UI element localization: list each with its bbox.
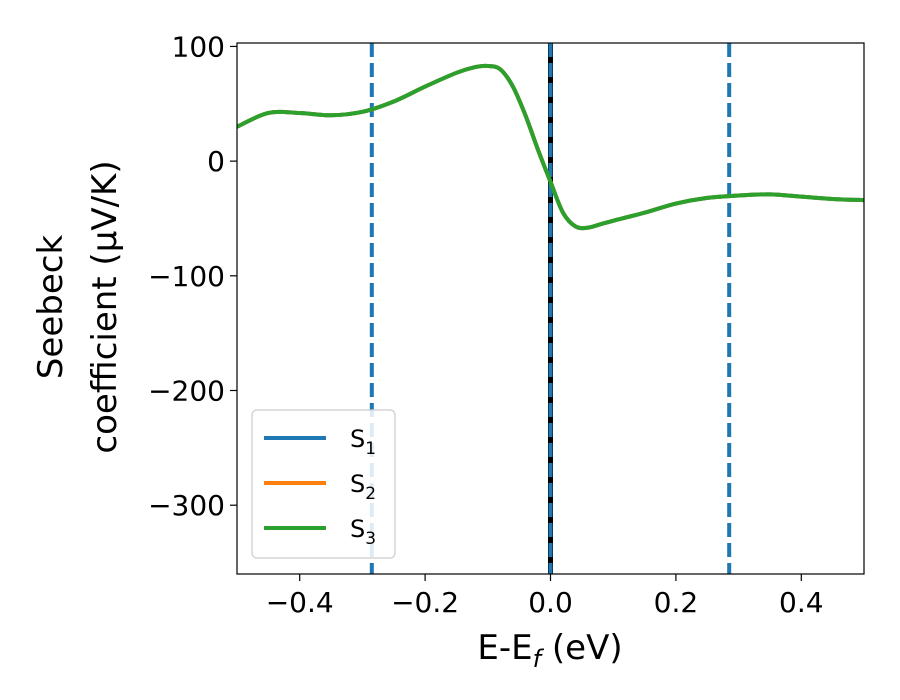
legend-label-1: S1 xyxy=(350,425,376,459)
x-tick-label: 0.0 xyxy=(528,586,573,619)
x-ticks: −0.4 −0.2 0.0 0.2 0.4 xyxy=(266,574,824,619)
y-axis-label-line1: Seebeck xyxy=(31,235,71,380)
series-lines xyxy=(237,63,864,231)
y-tick-label: 0 xyxy=(207,145,225,178)
vertical-reference-lines xyxy=(369,43,732,574)
y-tick-label: −100 xyxy=(148,260,225,293)
series-line-3 xyxy=(237,63,864,231)
x-axis-label: E-Ef (eV) xyxy=(477,628,622,673)
y-axis-label-line2: coefficient (μV/K) xyxy=(85,160,125,453)
x-tick-label: −0.4 xyxy=(266,586,334,619)
x-tick-label: −0.2 xyxy=(391,586,459,619)
x-tick-label: 0.2 xyxy=(654,586,699,619)
x-tick-label: 0.4 xyxy=(779,586,824,619)
y-ticks: 100 0 −100 −200 −300 xyxy=(148,30,237,522)
y-tick-label: 100 xyxy=(172,30,225,63)
y-tick-label: −200 xyxy=(148,375,225,408)
legend-label-3: S3 xyxy=(350,515,376,549)
y-axis-label: Seebeck coefficient (μV/K) xyxy=(31,160,125,453)
legend-label-2: S2 xyxy=(350,470,376,504)
legend: S1 S2 S3 xyxy=(251,409,396,559)
y-tick-label: −300 xyxy=(148,489,225,522)
